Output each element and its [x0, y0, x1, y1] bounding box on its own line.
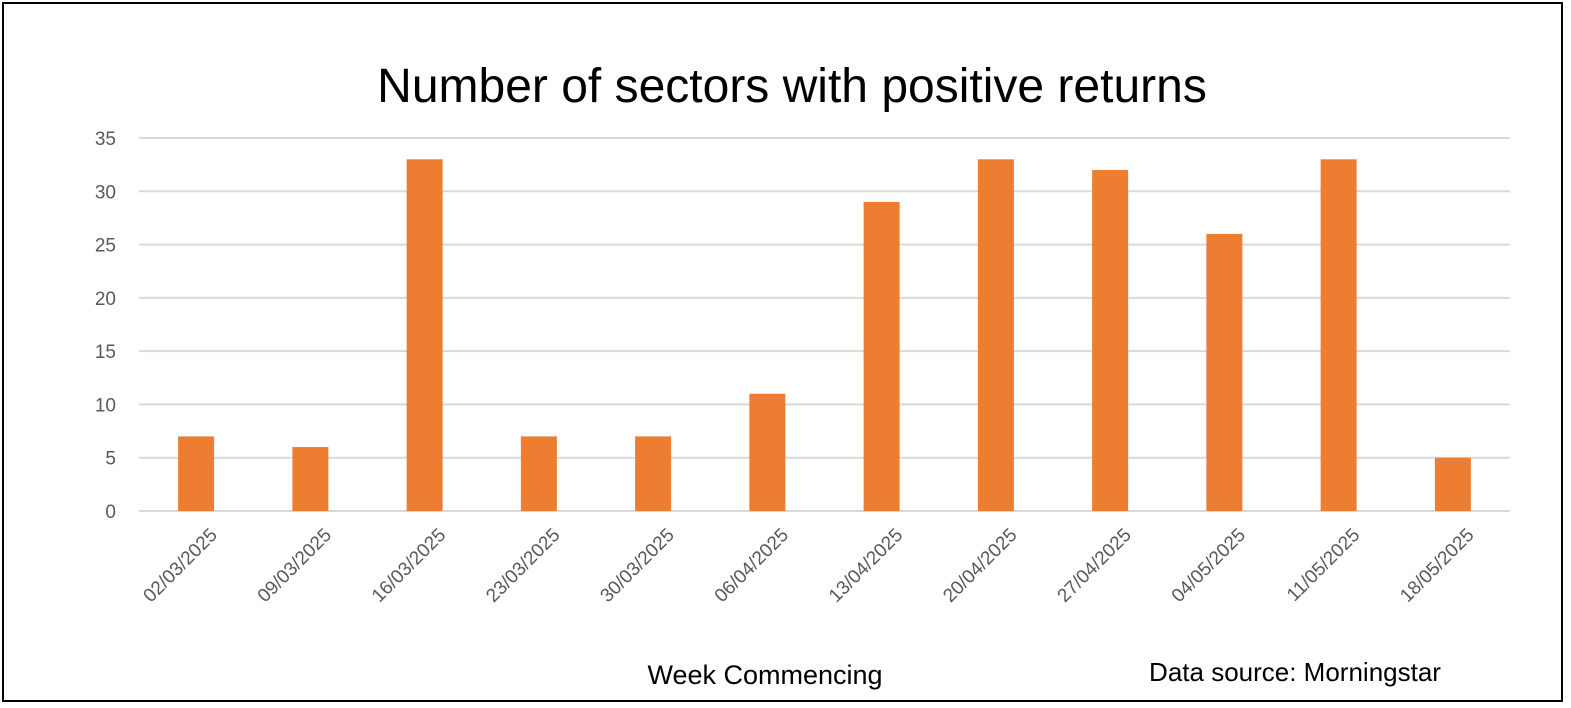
bar	[520, 436, 557, 511]
x-tick-label: 11/05/2025	[1283, 525, 1364, 606]
y-tick-label: 15	[95, 342, 116, 363]
y-tick-label: 10	[95, 395, 116, 416]
bar	[178, 436, 215, 511]
y-tick-label: 30	[95, 182, 116, 203]
bar	[406, 159, 443, 512]
x-tick-label: 23/03/2025	[482, 525, 564, 607]
x-axis-ticks: 02/03/2025 09/03/2025 16/03/2025 23/03/2025…	[140, 525, 1479, 607]
y-tick-label: 20	[95, 289, 116, 310]
bar	[1434, 457, 1471, 511]
chart-title: Number of sectors with positive returns	[377, 60, 1207, 113]
y-tick-label: 5	[105, 449, 116, 470]
x-axis-label: Week Commencing	[647, 660, 882, 690]
x-tick-label: 06/04/2025	[711, 525, 793, 607]
x-tick-label: 30/03/2025	[597, 525, 679, 607]
x-tick-label: 04/05/2025	[1168, 525, 1250, 607]
y-tick-label: 25	[95, 236, 116, 257]
bar	[635, 436, 672, 511]
bar	[749, 393, 786, 511]
y-tick-label: 0	[105, 502, 116, 523]
x-tick-label: 13/04/2025	[825, 525, 907, 607]
bar	[1320, 159, 1357, 512]
x-tick-label: 18/05/2025	[1396, 525, 1478, 607]
x-tick-label: 27/04/2025	[1054, 525, 1136, 607]
y-axis-ticks: 0 5 10 15 20 25 30 35	[95, 129, 116, 523]
bar	[1206, 233, 1243, 511]
bar	[863, 201, 900, 511]
gridlines	[139, 137, 1510, 512]
x-tick-label: 16/03/2025	[368, 525, 450, 607]
bar	[977, 159, 1014, 512]
bar	[292, 447, 329, 511]
bar	[1092, 169, 1129, 511]
x-tick-label: 09/03/2025	[254, 525, 336, 607]
x-tick-label: 20/04/2025	[939, 525, 1021, 607]
bars	[178, 159, 1471, 512]
y-tick-label: 35	[95, 129, 116, 150]
x-tick-label: 02/03/2025	[140, 525, 222, 607]
data-source-annotation: Data source: Morningstar	[1149, 657, 1441, 687]
